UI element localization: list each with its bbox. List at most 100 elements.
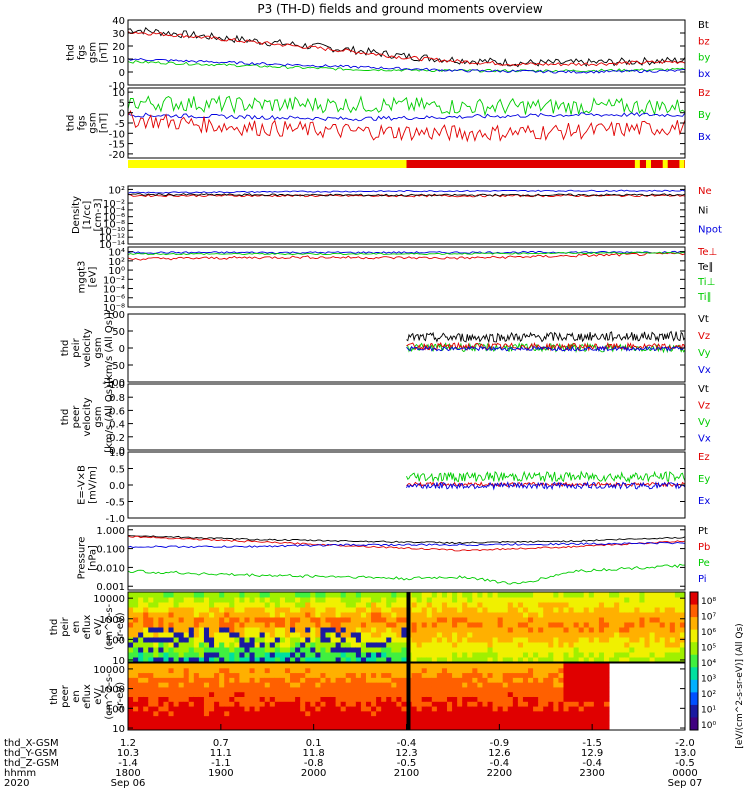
spectrogram-cell bbox=[426, 632, 433, 638]
spectrogram-cell bbox=[234, 592, 240, 598]
spectrogram-cell bbox=[330, 652, 337, 658]
spectrogram-cell bbox=[178, 617, 185, 623]
spectrogram-cell bbox=[355, 720, 362, 726]
spectrogram-cell bbox=[330, 710, 337, 717]
spectrogram-cell bbox=[528, 686, 534, 693]
spectrogram-cell bbox=[452, 592, 458, 598]
spectrogram-cell bbox=[386, 592, 392, 598]
spectrogram-cell bbox=[588, 672, 595, 678]
spectrogram-cell bbox=[320, 682, 326, 688]
spectrogram-cell bbox=[183, 710, 190, 717]
spectrogram-cell bbox=[391, 677, 397, 683]
spectrogram-cell bbox=[143, 691, 149, 697]
spectrogram-cell bbox=[533, 701, 539, 707]
spectrogram-cell bbox=[214, 607, 220, 613]
spectrogram-cell bbox=[128, 632, 134, 638]
spectrogram-cell bbox=[183, 602, 190, 608]
spectrogram-cell bbox=[528, 612, 534, 618]
time-axis-tick-label: 1900 bbox=[208, 768, 233, 779]
spectrogram-cell bbox=[143, 701, 149, 707]
spectrogram-cell bbox=[279, 706, 286, 712]
spectrogram-cell bbox=[512, 667, 519, 674]
spectrogram-cell bbox=[441, 597, 448, 603]
spectrogram-cell bbox=[431, 686, 438, 693]
spectrogram-cell bbox=[259, 682, 266, 688]
spectrogram-cell bbox=[234, 642, 240, 648]
spectrogram-cell bbox=[441, 725, 448, 731]
time-axis-tick-label: Sep 06 bbox=[111, 778, 146, 789]
spectrogram-cell bbox=[517, 647, 524, 653]
spectrogram-cell bbox=[457, 677, 463, 683]
spectrogram-cell bbox=[264, 672, 271, 678]
spectrogram-cell bbox=[386, 597, 392, 603]
spectrogram-cell bbox=[416, 652, 423, 658]
spectrogram-cell bbox=[143, 612, 149, 618]
spectrogram-cell bbox=[274, 715, 281, 721]
spectrogram-cell bbox=[593, 612, 600, 618]
spectrogram-cell bbox=[335, 602, 342, 608]
spectrogram-cell bbox=[568, 612, 575, 618]
spectrogram-cell bbox=[528, 617, 534, 623]
spectrogram-cell bbox=[497, 627, 504, 633]
spectrogram-cell bbox=[365, 607, 372, 613]
spectrogram-cell bbox=[284, 706, 291, 712]
spectrogram-cell bbox=[320, 701, 326, 707]
spectrogram-cell bbox=[203, 612, 210, 618]
spectrogram-cell bbox=[644, 652, 651, 658]
spectrogram-cell bbox=[264, 652, 271, 658]
spectrogram-cell bbox=[350, 667, 357, 674]
ytick-label: 5 bbox=[119, 98, 125, 109]
spectrogram-cell bbox=[143, 686, 149, 693]
spectrogram-cell bbox=[553, 667, 559, 674]
spectrogram-cell bbox=[360, 715, 367, 721]
spectrogram-cell bbox=[573, 677, 580, 683]
spectrogram-cell bbox=[214, 622, 220, 628]
spectrogram-cell bbox=[522, 637, 529, 643]
spectrogram-cell bbox=[619, 617, 625, 623]
spectrogram-cell bbox=[229, 597, 235, 603]
spectrogram-cell bbox=[138, 597, 144, 603]
spectrogram-cell bbox=[593, 597, 600, 603]
spectrogram-cell bbox=[487, 612, 494, 618]
spectrogram-cell bbox=[593, 696, 600, 702]
spectrogram-cell bbox=[416, 715, 423, 721]
spectrogram-cell bbox=[305, 592, 311, 598]
spectrogram-cell bbox=[507, 710, 514, 717]
spectrogram-cell bbox=[315, 612, 321, 618]
spectrogram-cell bbox=[674, 657, 681, 663]
spectrogram-cell bbox=[553, 592, 559, 598]
spectrogram-cell bbox=[583, 663, 590, 669]
spectrogram-cell bbox=[300, 686, 306, 693]
spectrogram-cell bbox=[300, 627, 306, 633]
spectrogram-cell bbox=[198, 691, 205, 697]
spectrogram-cell bbox=[472, 725, 478, 731]
spectrogram-cell bbox=[447, 710, 453, 717]
spectrogram-cell bbox=[290, 657, 296, 663]
spectrogram-cell bbox=[143, 632, 149, 638]
spectrogram-cell bbox=[183, 663, 190, 669]
spectrogram-cell bbox=[457, 657, 463, 663]
spectrogram-cell bbox=[279, 627, 286, 633]
spectrogram-cell bbox=[239, 701, 245, 707]
spectrogram-cell bbox=[183, 642, 190, 648]
spectrogram-cell bbox=[639, 632, 645, 638]
spectrogram-cell bbox=[229, 706, 235, 712]
spectrogram-cell bbox=[477, 592, 483, 598]
spectrogram-cell bbox=[279, 725, 286, 731]
spectrogram-cell bbox=[290, 667, 296, 674]
spectrogram-cell bbox=[259, 696, 266, 702]
spectrogram-cell bbox=[639, 617, 645, 623]
spectrogram-cell bbox=[340, 701, 347, 707]
spectrogram-cell bbox=[679, 592, 686, 598]
spectrogram-cell bbox=[472, 663, 478, 669]
spectrogram-cell bbox=[477, 632, 483, 638]
spectrogram-cell bbox=[234, 617, 240, 623]
spectrogram-cell bbox=[467, 647, 473, 653]
spectrogram-cell bbox=[340, 607, 347, 613]
spectrogram-cell bbox=[340, 691, 347, 697]
spectrogram-cell bbox=[669, 637, 676, 643]
spectrogram-cell bbox=[173, 677, 180, 683]
spectrogram-cell bbox=[335, 686, 342, 693]
spectrogram-cell bbox=[295, 647, 301, 653]
spectrogram-cell bbox=[528, 663, 534, 669]
